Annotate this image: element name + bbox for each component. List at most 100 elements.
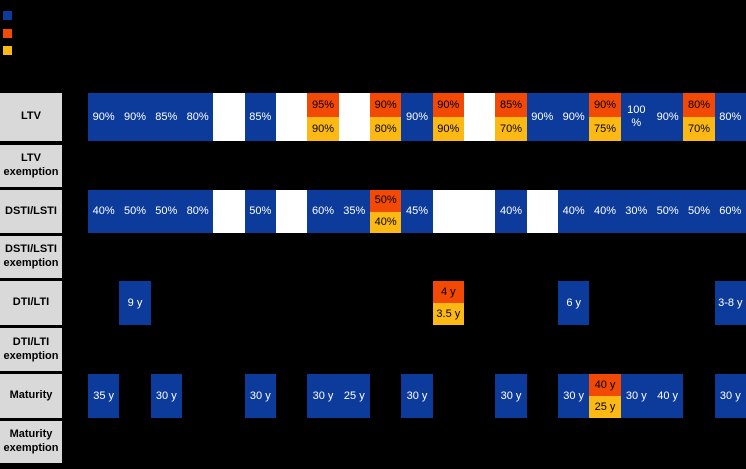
value-text: 40% [499,205,522,218]
cell-maturity-c21: 30 y [714,374,746,418]
cell-ltv-c8-split: 95% 90% [307,93,339,141]
cell-ltv-c17-orange-value: 90% [589,93,621,117]
value-text: 25 y [343,389,365,402]
value-text: 30 y [625,389,647,402]
value-text: 80% [374,122,397,135]
cell-ltv-c8-orange-value: 95% [307,93,339,117]
value-text: 30 y [406,389,428,402]
value-text: 40 y [657,389,679,402]
value-text: 3.5 y [436,307,461,320]
value-text: 50% [155,205,178,218]
cell-dsti-lsti-c13-empty [464,190,496,233]
value-text: 85% [155,110,178,123]
cell-maturity-c6: 30 y [244,374,276,418]
value-text: 40% [562,205,585,218]
value-text: 80% [719,110,742,123]
cell-ltv-c16: 90% [558,93,590,141]
value-text: 30% [625,205,648,218]
cell-maturity-c14: 30 y [495,374,527,418]
value-text: 4 y [440,285,456,298]
cell-ltv-c14-split: 85% 70% [495,93,527,141]
value-text: 25 y [594,400,616,413]
cell-ltv-c8-yellow-value: 90% [307,117,339,141]
value-text: 30 y [563,389,585,402]
cell-maturity-c18: 30 y [620,374,652,418]
value-text: 75% [593,122,616,135]
cell-dsti-lsti-c10-split: 50% 40% [370,190,402,233]
value-text: 50% [123,205,146,218]
value-text: 100 % [627,104,646,129]
row-label-maturity: Maturity [0,374,62,418]
cell-ltv-c6: 85% [244,93,276,141]
cell-ltv-c15: 90% [526,93,558,141]
cell-dsti-lsti-c19: 50% [652,190,684,233]
value-text: 90% [123,110,146,123]
cell-ltv-c19: 90% [652,93,684,141]
cell-maturity-c3: 30 y [150,374,182,418]
cell-ltv-c10-orange-value: 90% [370,93,402,117]
cell-dsti-lsti-c18: 30% [620,190,652,233]
cell-ltv-c3: 85% [150,93,182,141]
legend-swatch-orange [3,29,12,38]
value-text: 35% [343,205,366,218]
cell-dsti-lsti-c1: 40% [88,190,120,233]
cell-ltv-c10-yellow-value: 80% [370,117,402,141]
cell-dsti-lsti-c14: 40% [495,190,527,233]
cell-dsti-lsti-c16: 40% [558,190,590,233]
cell-dsti-lsti-c9: 35% [338,190,370,233]
value-text: 90% [437,122,460,135]
value-text: 80% [687,98,710,111]
value-text: 90% [531,110,554,123]
cell-ltv-c11: 90% [401,93,433,141]
value-text: 70% [499,122,522,135]
cell-dsti-lsti-c20: 50% [683,190,715,233]
value-text: 90% [562,110,585,123]
cell-dsti-lsti-c5-empty [213,190,245,233]
value-text: 30 y [719,389,741,402]
cell-dsti-lsti-c4: 80% [182,190,214,233]
cell-ltv-c12-yellow-value: 90% [432,117,464,141]
cell-ltv-c12-split: 90% 90% [432,93,464,141]
cell-ltv-c10-split: 90% 80% [370,93,402,141]
cell-dsti-lsti-c2: 50% [119,190,151,233]
value-text: 35 y [93,389,115,402]
value-text: 40% [374,215,397,228]
cell-dsti-lsti-c10-orange-value: 50% [370,190,402,212]
cell-ltv-c7-empty [276,93,308,141]
cell-dti-lti-c12-yellow-value: 3.5 y [432,303,464,325]
cell-maturity-c16: 30 y [558,374,590,418]
cell-ltv-c17-split: 90% 75% [589,93,621,141]
cell-ltv-c18: 100 % [620,93,652,141]
cell-ltv-c4: 80% [182,93,214,141]
value-text: 85% [249,110,272,123]
value-text: 90% [656,110,679,123]
value-text: 90% [311,122,334,135]
cell-ltv-c14-yellow-value: 70% [495,117,527,141]
cell-maturity-c1: 35 y [88,374,120,418]
cell-ltv-c5-empty [213,93,245,141]
value-text: 9 y [127,296,143,309]
cell-ltv-c20-split: 80% 70% [683,93,715,141]
value-text: 80% [186,205,209,218]
cell-dsti-lsti-c8: 60% [307,190,339,233]
cell-dsti-lsti-c7-empty [276,190,308,233]
cell-dti-lti-c12-split: 4 y 3.5 y [432,281,464,325]
cell-maturity-c9: 25 y [338,374,370,418]
row-label-ltv-exemption: LTV exemption [0,145,62,187]
value-text: 90% [92,110,115,123]
cell-maturity-c17-split: 40 y 25 y [589,374,621,418]
cell-dti-lti-c2: 9 y [119,281,151,325]
cell-dsti-lsti-c15-empty [526,190,558,233]
cell-dsti-lsti-c6: 50% [244,190,276,233]
row-label-dti-lti-exemption: DTI/LTI exemption [0,328,62,371]
value-text: 6 y [566,296,581,309]
cell-maturity-c17-yellow-value: 25 y [589,396,621,418]
row-label-dsti-lsti-exemption: DSTI/LSTI exemption [0,236,62,278]
value-text: 30 y [249,389,271,402]
value-text: 30 y [312,389,334,402]
cell-ltv-c14-orange-value: 85% [495,93,527,117]
value-text: 30 y [500,389,522,402]
legend-swatch-blue [3,11,12,20]
legend-swatch-yellow [3,46,12,55]
